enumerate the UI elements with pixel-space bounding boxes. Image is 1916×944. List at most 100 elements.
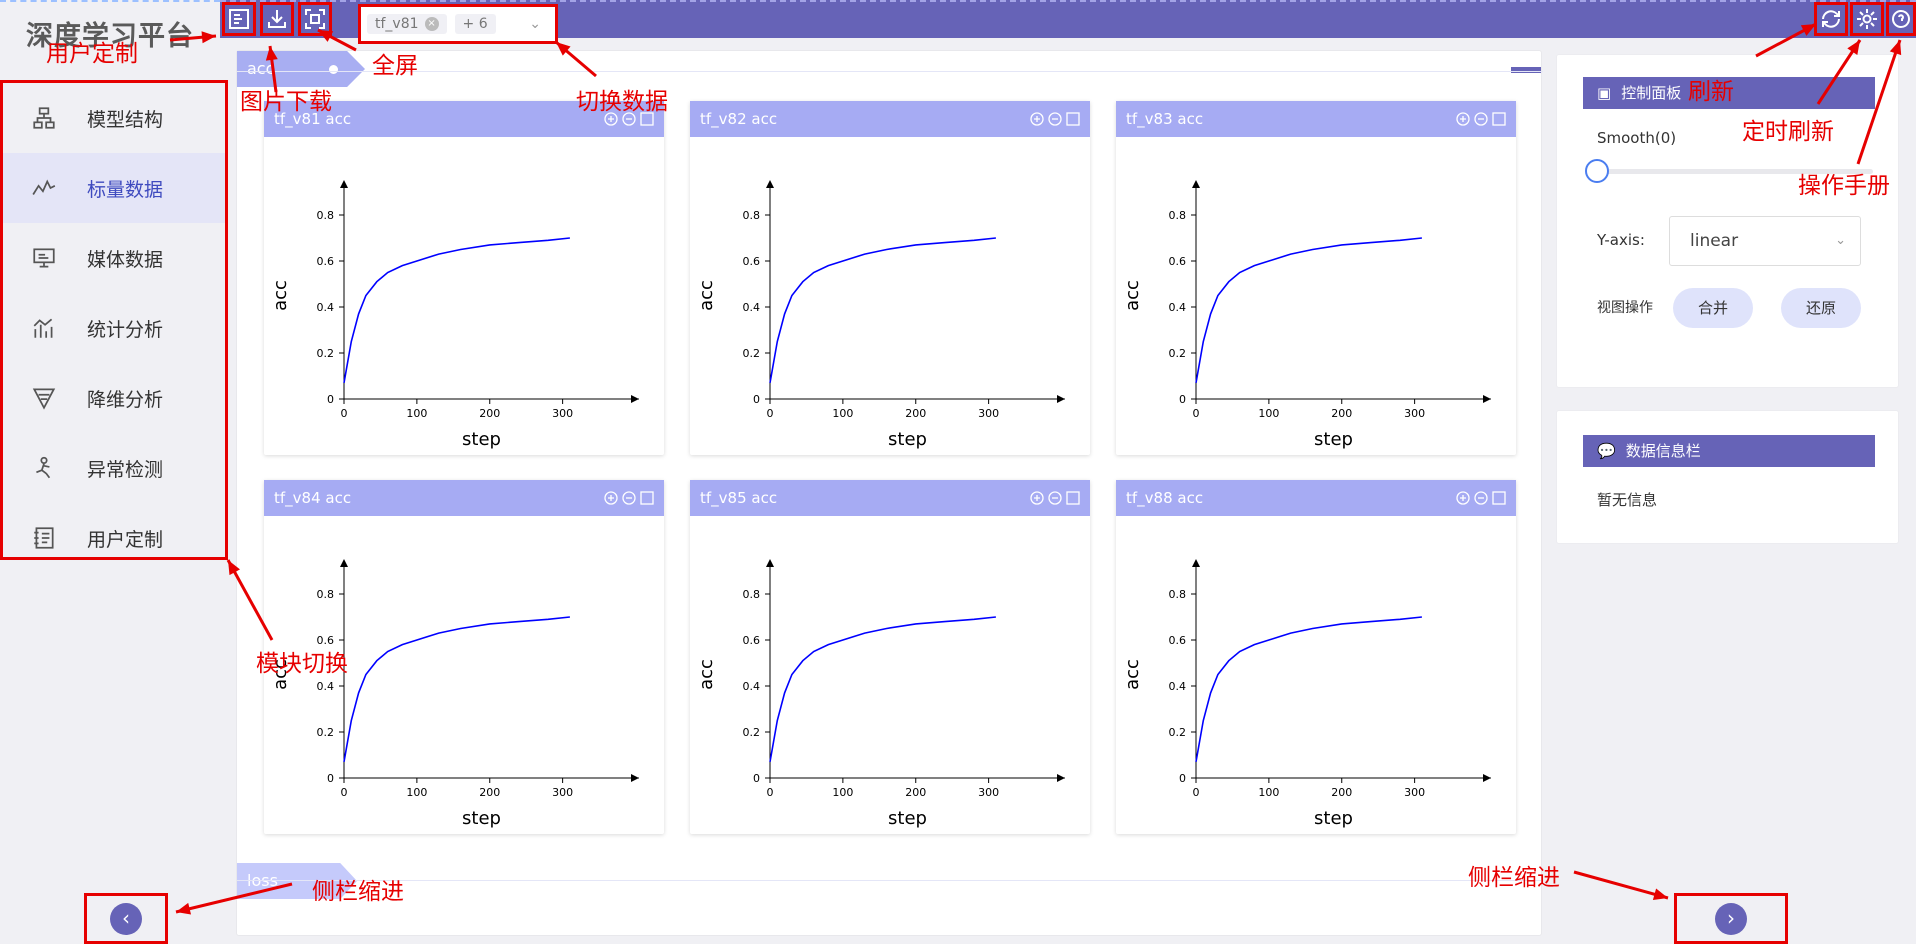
y-tick-label: 0.4 xyxy=(317,680,335,693)
sidebar-item-media[interactable]: 媒体数据 xyxy=(3,223,225,293)
maximize-icon[interactable] xyxy=(1492,491,1506,505)
y-tick-label: 0.4 xyxy=(743,301,761,314)
zoom-in-icon[interactable] xyxy=(1456,491,1470,505)
x-axis-label: step xyxy=(888,808,927,829)
sidebar-item-label: 异常检测 xyxy=(87,458,164,481)
y-axis-label: acc xyxy=(1122,659,1143,690)
x-tick-label: 100 xyxy=(832,786,853,799)
tag-close-icon[interactable]: × xyxy=(424,17,439,31)
y-axis-label: acc xyxy=(696,659,717,690)
annotation-arrowhead xyxy=(1652,888,1668,901)
y-tick-label: 0.2 xyxy=(743,347,761,360)
sidebar-item-dim-reduction[interactable]: 降维分析 xyxy=(3,363,225,433)
download-icon xyxy=(268,10,286,28)
y-tick-label: 0.6 xyxy=(1169,634,1187,647)
refresh-button[interactable] xyxy=(1814,2,1848,36)
annotation-refresh: 刷新 xyxy=(1688,79,1734,105)
sidebar-item-anomaly[interactable]: 异常检测 xyxy=(3,433,225,503)
collapse-left-button[interactable]: ‹ xyxy=(84,893,168,944)
chart-card: tf_v81 acc 0 100 200 300 0 0.2 0.4 0.6 0.8 step acc xyxy=(264,101,664,455)
y-tick-label: 0.2 xyxy=(317,347,335,360)
sidebar-item-label: 模型结构 xyxy=(87,108,164,131)
dim-reduction-icon xyxy=(32,388,56,410)
chart-title: tf_v81 acc xyxy=(274,110,352,128)
x-tick-label: 100 xyxy=(406,786,427,799)
zoom-in-icon[interactable] xyxy=(604,491,618,505)
sidebar-item-label: 降维分析 xyxy=(87,388,164,411)
sidebar-item-label: 统计分析 xyxy=(87,318,164,341)
annotation-arrowhead xyxy=(176,902,192,915)
smooth-slider-track[interactable] xyxy=(1597,169,1873,174)
maximize-icon[interactable] xyxy=(640,491,654,505)
chart-toolbar xyxy=(1030,101,1080,137)
annotation-custom: 用户定制 xyxy=(46,41,138,67)
y-axis-arrow xyxy=(1192,559,1200,567)
x-axis-arrow xyxy=(1057,774,1065,782)
y-axis-label: acc xyxy=(270,280,291,311)
maximize-icon[interactable] xyxy=(1066,491,1080,505)
main-content: acc tf_v81 acc 0 100 200 300 0 0.2 0.4 0.6 0.8 ste… xyxy=(236,50,1543,936)
zoom-out-icon[interactable] xyxy=(622,491,636,505)
zoom-out-icon[interactable] xyxy=(622,112,636,126)
y-tick-label: 0 xyxy=(1179,393,1186,406)
section-indicator xyxy=(1511,67,1541,73)
series-line xyxy=(769,237,996,384)
user-custom-button[interactable] xyxy=(222,2,256,36)
zoom-in-icon[interactable] xyxy=(604,112,618,126)
x-axis-arrow xyxy=(1483,395,1491,403)
smooth-slider-handle[interactable] xyxy=(1585,159,1609,183)
sidebar-item-custom[interactable]: 用户定制 xyxy=(3,503,225,573)
fullscreen-button[interactable] xyxy=(298,2,332,36)
timed-refresh-button[interactable] xyxy=(1850,2,1884,36)
y-tick-label: 0 xyxy=(753,393,760,406)
maximize-icon[interactable] xyxy=(1066,112,1080,126)
zoom-out-icon[interactable] xyxy=(1048,112,1062,126)
x-tick-label: 300 xyxy=(978,786,999,799)
x-tick-label: 300 xyxy=(1404,407,1425,420)
yaxis-value: linear xyxy=(1690,231,1739,251)
zoom-in-icon[interactable] xyxy=(1030,491,1044,505)
y-tick-label: 0.6 xyxy=(743,255,761,268)
smooth-label: Smooth(0) xyxy=(1597,129,1677,147)
section-divider xyxy=(237,71,1543,72)
annotation-fullscreen: 全屏 xyxy=(372,53,418,79)
media-icon xyxy=(33,248,55,268)
control-panel: ▣ 控制面板 Smooth(0) Y-axis: linear ⌄ 视图操作 合… xyxy=(1556,54,1899,388)
x-tick-label: 300 xyxy=(1404,786,1425,799)
chart-title: tf_v84 acc xyxy=(274,489,352,507)
zoom-in-icon[interactable] xyxy=(1030,112,1044,126)
maximize-icon[interactable] xyxy=(1492,112,1506,126)
x-tick-label: 100 xyxy=(406,407,427,420)
sidebar-item-scalar[interactable]: 标量数据 xyxy=(3,153,225,223)
zoom-out-icon[interactable] xyxy=(1048,491,1062,505)
manual-button[interactable] xyxy=(1886,2,1916,36)
sidebar-item-model-structure[interactable]: 模型结构 xyxy=(3,83,225,153)
zoom-out-icon[interactable] xyxy=(1474,112,1488,126)
yaxis-select[interactable]: linear ⌄ xyxy=(1669,216,1861,266)
sidebar-item-stats[interactable]: 统计分析 xyxy=(3,293,225,363)
refresh-icon xyxy=(1822,10,1840,28)
section-tab-acc[interactable]: acc xyxy=(237,51,365,87)
chart-header: tf_v82 acc xyxy=(690,101,1090,137)
chart-toolbar xyxy=(1456,480,1506,516)
run-selector[interactable]: tf_v81 × + 6 ⌄ xyxy=(358,4,558,44)
maximize-icon[interactable] xyxy=(640,112,654,126)
zoom-out-icon[interactable] xyxy=(1474,491,1488,505)
annotation-arrowhead xyxy=(1847,40,1860,55)
x-axis-label: step xyxy=(462,808,501,829)
anomaly-icon xyxy=(36,456,51,479)
info-panel-title: 数据信息栏 xyxy=(1625,442,1701,460)
control-panel-title: 控制面板 xyxy=(1621,84,1682,102)
collapse-right-button[interactable]: › xyxy=(1674,893,1788,944)
zoom-in-icon[interactable] xyxy=(1456,112,1470,126)
restore-button[interactable]: 还原 xyxy=(1781,288,1861,328)
merge-button[interactable]: 合并 xyxy=(1673,288,1753,328)
yaxis-label: Y-axis: xyxy=(1597,231,1645,249)
extra-runs-count: + 6 xyxy=(454,14,496,34)
y-tick-label: 0.6 xyxy=(1169,255,1187,268)
y-axis-arrow xyxy=(1192,180,1200,188)
panel-icon: ▣ xyxy=(1597,84,1612,102)
chart-card: tf_v88 acc 0 100 200 300 0 0.2 0.4 0.6 0.8 step acc xyxy=(1116,480,1516,834)
image-download-button[interactable] xyxy=(260,2,294,36)
x-tick-label: 100 xyxy=(832,407,853,420)
